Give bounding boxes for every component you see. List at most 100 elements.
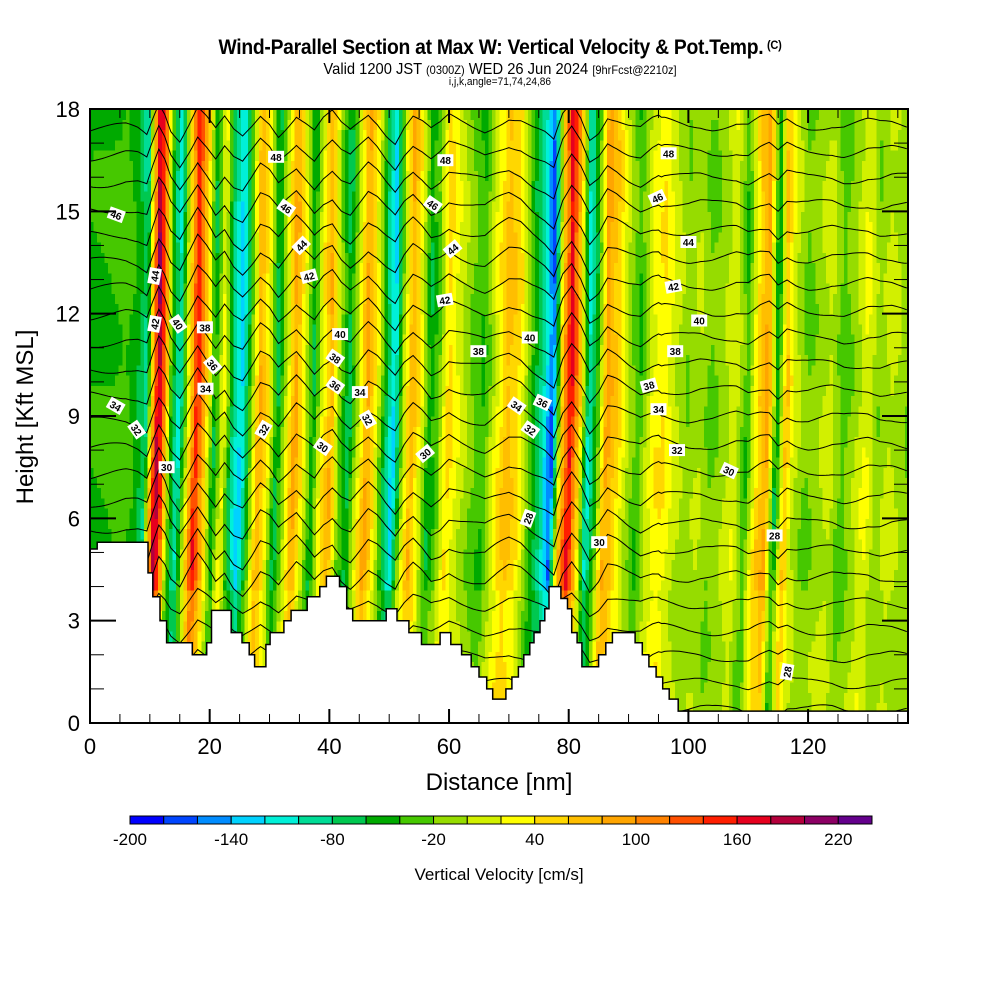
- w-cell: [251, 528, 256, 540]
- w-cell: [212, 149, 217, 161]
- w-cell: [233, 201, 238, 212]
- w-cell: [161, 231, 166, 243]
- w-cell: [165, 252, 170, 264]
- w-cell: [265, 538, 271, 550]
- w-cell: [118, 323, 123, 335]
- w-cell: [161, 109, 166, 120]
- w-cell: [258, 405, 263, 417]
- w-cell: [143, 354, 149, 366]
- w-cell: [319, 579, 324, 591]
- w-cell: [355, 549, 360, 560]
- w-cell: [273, 385, 278, 397]
- w-cell: [168, 385, 174, 397]
- w-cell: [136, 405, 141, 417]
- w-cell: [197, 416, 202, 427]
- w-cell: [319, 252, 324, 264]
- w-cell: [201, 344, 206, 356]
- w-cell: [247, 446, 253, 458]
- w-cell: [330, 508, 335, 519]
- w-cell: [348, 170, 353, 182]
- w-cell: [100, 201, 105, 212]
- w-cell: [294, 416, 299, 427]
- w-cell: [344, 109, 350, 120]
- w-cell: [147, 426, 152, 438]
- w-cell: [262, 180, 267, 192]
- w-cell: [244, 242, 249, 253]
- w-cell: [212, 303, 217, 315]
- w-cell: [362, 559, 368, 571]
- w-cell: [373, 180, 378, 192]
- w-cell: [283, 487, 289, 499]
- w-cell: [172, 354, 177, 366]
- w-cell: [201, 221, 206, 233]
- w-cell: [309, 293, 314, 305]
- w-cell: [197, 508, 202, 519]
- w-cell: [237, 149, 242, 161]
- w-cell: [384, 385, 389, 397]
- w-cell: [165, 334, 170, 345]
- w-cell: [204, 508, 210, 519]
- w-cell: [262, 518, 267, 530]
- w-cell: [344, 282, 350, 294]
- w-cell: [247, 436, 253, 448]
- w-cell: [154, 559, 159, 571]
- w-cell: [298, 538, 303, 550]
- w-cell: [237, 323, 242, 335]
- w-cell: [197, 477, 202, 489]
- w-cell: [161, 313, 166, 325]
- w-cell: [312, 364, 317, 376]
- w-cell: [276, 139, 281, 151]
- w-cell: [247, 405, 253, 417]
- w-cell: [168, 620, 174, 632]
- w-cell: [172, 252, 177, 264]
- w-cell: [125, 170, 131, 182]
- w-cell: [319, 149, 324, 161]
- w-cell: [115, 119, 120, 131]
- w-cell: [147, 364, 152, 376]
- w-cell: [97, 456, 102, 468]
- w-cell: [226, 160, 231, 171]
- w-cell: [373, 528, 378, 540]
- w-cell: [97, 272, 102, 284]
- w-cell: [326, 119, 332, 131]
- w-cell: [312, 508, 317, 519]
- w-cell: [334, 559, 339, 571]
- w-cell: [237, 436, 242, 448]
- w-cell: [348, 518, 353, 530]
- w-cell: [316, 416, 321, 427]
- w-cell: [280, 508, 285, 519]
- w-cell: [355, 109, 360, 120]
- w-cell: [204, 160, 210, 171]
- w-cell: [359, 395, 364, 407]
- w-cell: [341, 252, 346, 264]
- w-cell: [370, 467, 375, 478]
- w-cell: [247, 559, 253, 571]
- w-cell: [283, 395, 289, 407]
- w-cell: [158, 538, 163, 550]
- w-cell: [194, 282, 199, 294]
- w-cell: [312, 436, 317, 448]
- w-cell: [219, 569, 224, 581]
- w-cell: [143, 252, 149, 264]
- w-cell: [201, 610, 206, 622]
- w-cell: [273, 416, 278, 427]
- w-cell: [334, 252, 339, 264]
- w-cell: [136, 201, 141, 212]
- w-cell: [118, 426, 123, 438]
- w-cell: [204, 549, 210, 560]
- w-cell: [183, 293, 188, 305]
- w-cell: [93, 293, 98, 305]
- w-cell: [323, 190, 328, 202]
- w-cell: [122, 170, 127, 182]
- w-cell: [90, 477, 95, 489]
- w-cell: [352, 303, 357, 315]
- w-cell: [122, 456, 127, 468]
- w-cell: [201, 456, 206, 468]
- w-cell: [355, 395, 360, 407]
- w-cell: [380, 405, 386, 417]
- w-cell: [359, 467, 364, 478]
- w-cell: [190, 231, 195, 243]
- w-cell: [118, 119, 123, 131]
- w-cell: [348, 538, 353, 550]
- w-cell: [122, 528, 127, 540]
